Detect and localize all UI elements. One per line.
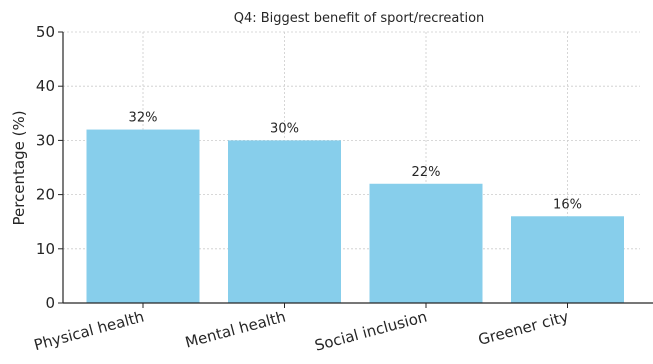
x-tick-label: Mental health bbox=[183, 307, 287, 351]
y-tick-label: 30 bbox=[36, 131, 55, 149]
data-label: 30% bbox=[270, 121, 299, 136]
y-tick-label: 50 bbox=[36, 23, 55, 41]
y-tick-label: 0 bbox=[45, 294, 55, 312]
x-tick-label: Physical health bbox=[32, 307, 146, 354]
data-label: 22% bbox=[412, 165, 441, 180]
y-axis-label: Percentage (%) bbox=[10, 110, 28, 225]
y-tick-label: 20 bbox=[36, 186, 55, 204]
bar bbox=[511, 216, 624, 303]
axes bbox=[62, 32, 653, 304]
data-label: 32% bbox=[129, 111, 158, 126]
y-tick-label: 10 bbox=[36, 240, 55, 258]
data-label: 16% bbox=[553, 197, 582, 212]
bar bbox=[369, 183, 483, 303]
x-ticks: Physical health Mental health Social inclu… bbox=[32, 303, 571, 355]
bar bbox=[86, 129, 200, 303]
x-tick-label: Social inclusion bbox=[313, 307, 429, 354]
chart-title: Q4: Biggest benefit of sport/recreation bbox=[234, 11, 485, 26]
bars bbox=[86, 129, 624, 303]
data-labels: 32% 30% 22% 16% bbox=[129, 111, 582, 213]
y-ticks: 0 10 20 30 40 50 bbox=[36, 23, 63, 312]
x-tick-label: Greener city bbox=[476, 307, 570, 348]
y-tick-label: 40 bbox=[36, 77, 55, 95]
bar bbox=[228, 140, 341, 303]
